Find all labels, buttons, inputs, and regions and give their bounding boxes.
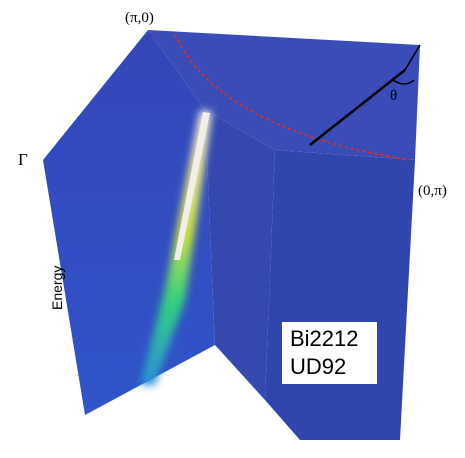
angle-ref	[404, 44, 421, 71]
label-left: Γ	[18, 150, 28, 169]
label-top: (π,0)	[125, 10, 154, 26]
legend-box	[282, 322, 377, 384]
angle-line	[309, 69, 406, 146]
spectral-peak	[174, 112, 210, 260]
top-face	[148, 30, 420, 160]
axis-label: Energy	[49, 266, 65, 310]
label-right: (0,π)	[418, 183, 447, 199]
legend-line: Bi2212	[290, 326, 359, 351]
fermi-surface	[174, 34, 411, 161]
label-angle: θ	[390, 88, 397, 104]
legend-line: UD92	[290, 354, 346, 379]
angle-arc	[392, 79, 415, 85]
inner-face	[205, 110, 275, 400]
right-face	[265, 150, 415, 440]
